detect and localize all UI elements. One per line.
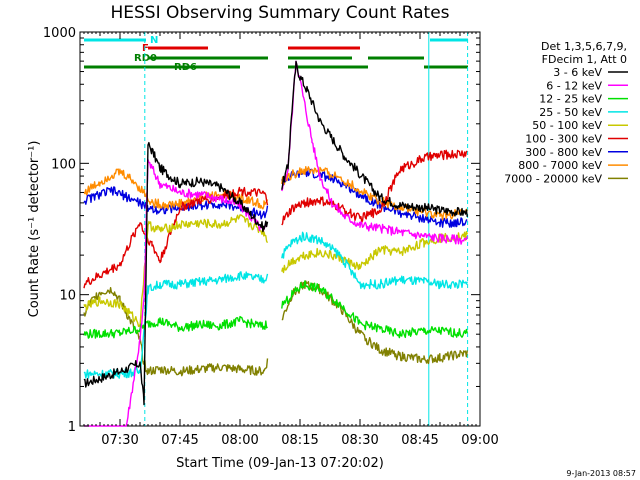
series-line-7 <box>83 166 468 221</box>
x-tick-label: 09:00 <box>461 433 498 448</box>
flag-label-f: F <box>142 43 149 54</box>
y-axis: 1 10 100 1000 <box>43 26 480 435</box>
legend: Det 1,3,5,6,7,9, FDecim 1, Att 0 3 - 6 k… <box>504 40 628 185</box>
series-line-2 <box>83 280 468 339</box>
legend-label: 7000 - 20000 keV <box>504 172 602 185</box>
x-tick-label: 08:45 <box>401 433 438 448</box>
series-line-6 <box>83 168 468 228</box>
legend-header-line-1: Det 1,3,5,6,7,9, <box>541 40 627 53</box>
flag-label-rd0: RD0 <box>134 53 157 64</box>
x-axis-label: Start Time (09-Jan-13 07:20:02) <box>176 456 384 471</box>
y-tick-label: 1 <box>68 420 76 435</box>
legend-label: 800 - 7000 keV <box>518 159 602 172</box>
x-tick-label: 07:30 <box>101 433 138 448</box>
x-tick-label: 08:30 <box>341 433 378 448</box>
legend-label: 100 - 300 keV <box>525 133 602 146</box>
x-axis: 07:30 07:45 08:00 08:15 08:30 08:45 09:00 <box>83 32 499 448</box>
flag-label-n: N <box>150 35 158 46</box>
series-lines <box>83 60 468 427</box>
flag-label-rd6: RD6 <box>174 62 197 73</box>
series-line-4 <box>83 214 468 328</box>
date-stamp: 9-Jan-2013 08:57 <box>566 469 636 478</box>
legend-label: 3 - 6 keV <box>553 66 602 79</box>
y-axis-label: Count Rate (s⁻¹ detector⁻¹) <box>27 141 42 318</box>
legend-label: 12 - 25 keV <box>539 93 602 106</box>
legend-label: 25 - 50 keV <box>539 106 602 119</box>
series-line-5 <box>83 149 468 289</box>
y-tick-label: 1000 <box>43 26 76 41</box>
legend-header-line-2: FDecim 1, Att 0 <box>542 53 627 66</box>
y-tick-label: 10 <box>59 289 76 304</box>
x-tick-label: 08:15 <box>281 433 318 448</box>
y-tick-label: 100 <box>51 157 76 172</box>
legend-label: 6 - 12 keV <box>546 79 602 92</box>
legend-label: 50 - 100 keV <box>532 119 602 132</box>
x-tick-label: 08:00 <box>221 433 258 448</box>
legend-label: 300 - 800 keV <box>525 146 602 159</box>
x-tick-label: 07:45 <box>161 433 198 448</box>
series-line-0 <box>83 60 468 406</box>
chart-title: HESSI Observing Summary Count Rates <box>110 3 449 23</box>
